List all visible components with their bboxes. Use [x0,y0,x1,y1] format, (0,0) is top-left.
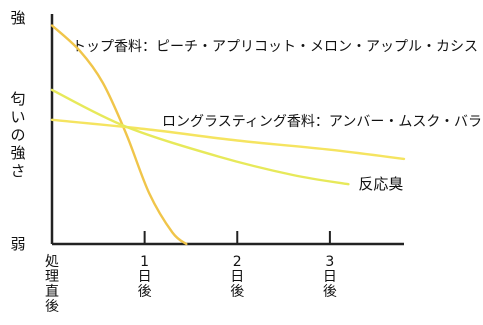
x-axis-tick-label: 日 [138,269,152,285]
x-axis-tick-label: 後 [323,284,337,300]
y-axis-label-char: の [10,126,25,144]
x-axis-tick-label: 日 [230,269,244,285]
y-axis-label-char: さ [10,162,25,180]
x-axis-tick-label: 後 [138,284,152,300]
x-axis-tick-label: 3 [325,254,334,270]
series-line-1 [50,118,406,161]
series-line-0 [50,24,188,246]
series-label: 反応臭 [358,175,403,193]
x-axis-tick-label: 後 [230,284,244,300]
y-axis-bottom-label: 弱 [10,235,25,253]
x-axis-tick-label: 日 [323,269,337,285]
x-axis-tick-label: 2 [233,254,242,270]
y-axis-label-char: 匂 [10,90,25,108]
x-axis-tick-label: 後 [45,299,59,315]
top-fragrance-annotation: トップ香料：ピーチ・アプリコット・メロン・アップル・カシス [72,39,478,55]
y-axis-label-char: い [10,108,25,126]
series-group [50,24,406,246]
series-label-group: 反応臭 [358,175,403,193]
series-line-2 [50,88,350,186]
y-axis-label-char: 強 [10,144,25,162]
x-axis-tick-label: 処 [45,254,59,270]
x-axis-tick-label: 理 [45,269,59,285]
x-axis-tick-label: 1 [140,254,149,270]
long-lasting-fragrance-annotation: ロングラスティング香料：アンバー・ムスク・バラ [162,114,482,130]
x-axis-tick-label: 直 [45,283,59,300]
y-axis-top-label: 強 [10,9,25,27]
